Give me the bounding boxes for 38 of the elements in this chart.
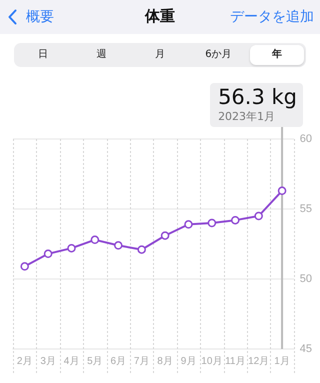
text: 2023年1月 (218, 109, 276, 124)
x-tick-label: 8月 (157, 356, 173, 367)
point (184, 220, 193, 229)
x-tick-label: 4月 (64, 356, 80, 367)
text: 年 (250, 45, 304, 65)
y-tick-label: 60 (300, 133, 312, 146)
text: 6か月 (204, 48, 233, 62)
point (90, 236, 100, 244)
text: 日 (37, 48, 50, 62)
x-tick-label: 7月 (134, 356, 150, 367)
text: データを追加 (230, 8, 314, 26)
x-tick-label: 2月 (16, 356, 32, 367)
x-tick-label: 3月 (40, 356, 56, 367)
y-tick-label: 50 (300, 273, 312, 286)
point (137, 245, 146, 254)
text: 月 (154, 48, 166, 62)
x-tick-label: 10月 (201, 356, 222, 367)
point (44, 250, 52, 258)
y-tick-label: 55 (300, 203, 312, 216)
x-tick-label: 1月 (274, 356, 290, 367)
x-tick-label: 5月 (87, 356, 103, 367)
chart-title: 体重 (145, 7, 175, 25)
x-tick-label: 11月 (225, 356, 246, 367)
point (20, 262, 29, 271)
text: 概要 (26, 8, 54, 26)
point (208, 218, 216, 228)
x-tick-label: 9月 (180, 356, 196, 367)
text: 週 (96, 48, 108, 62)
point (254, 212, 263, 220)
point (67, 244, 76, 252)
text: 56.3 kg (218, 85, 297, 109)
point (278, 186, 286, 196)
point (114, 241, 123, 250)
point (160, 231, 170, 240)
point (231, 216, 240, 224)
y-tick-label: 45 (300, 343, 312, 356)
x-tick-label: 6月 (110, 356, 126, 367)
x-tick-label: 12月 (248, 356, 270, 367)
